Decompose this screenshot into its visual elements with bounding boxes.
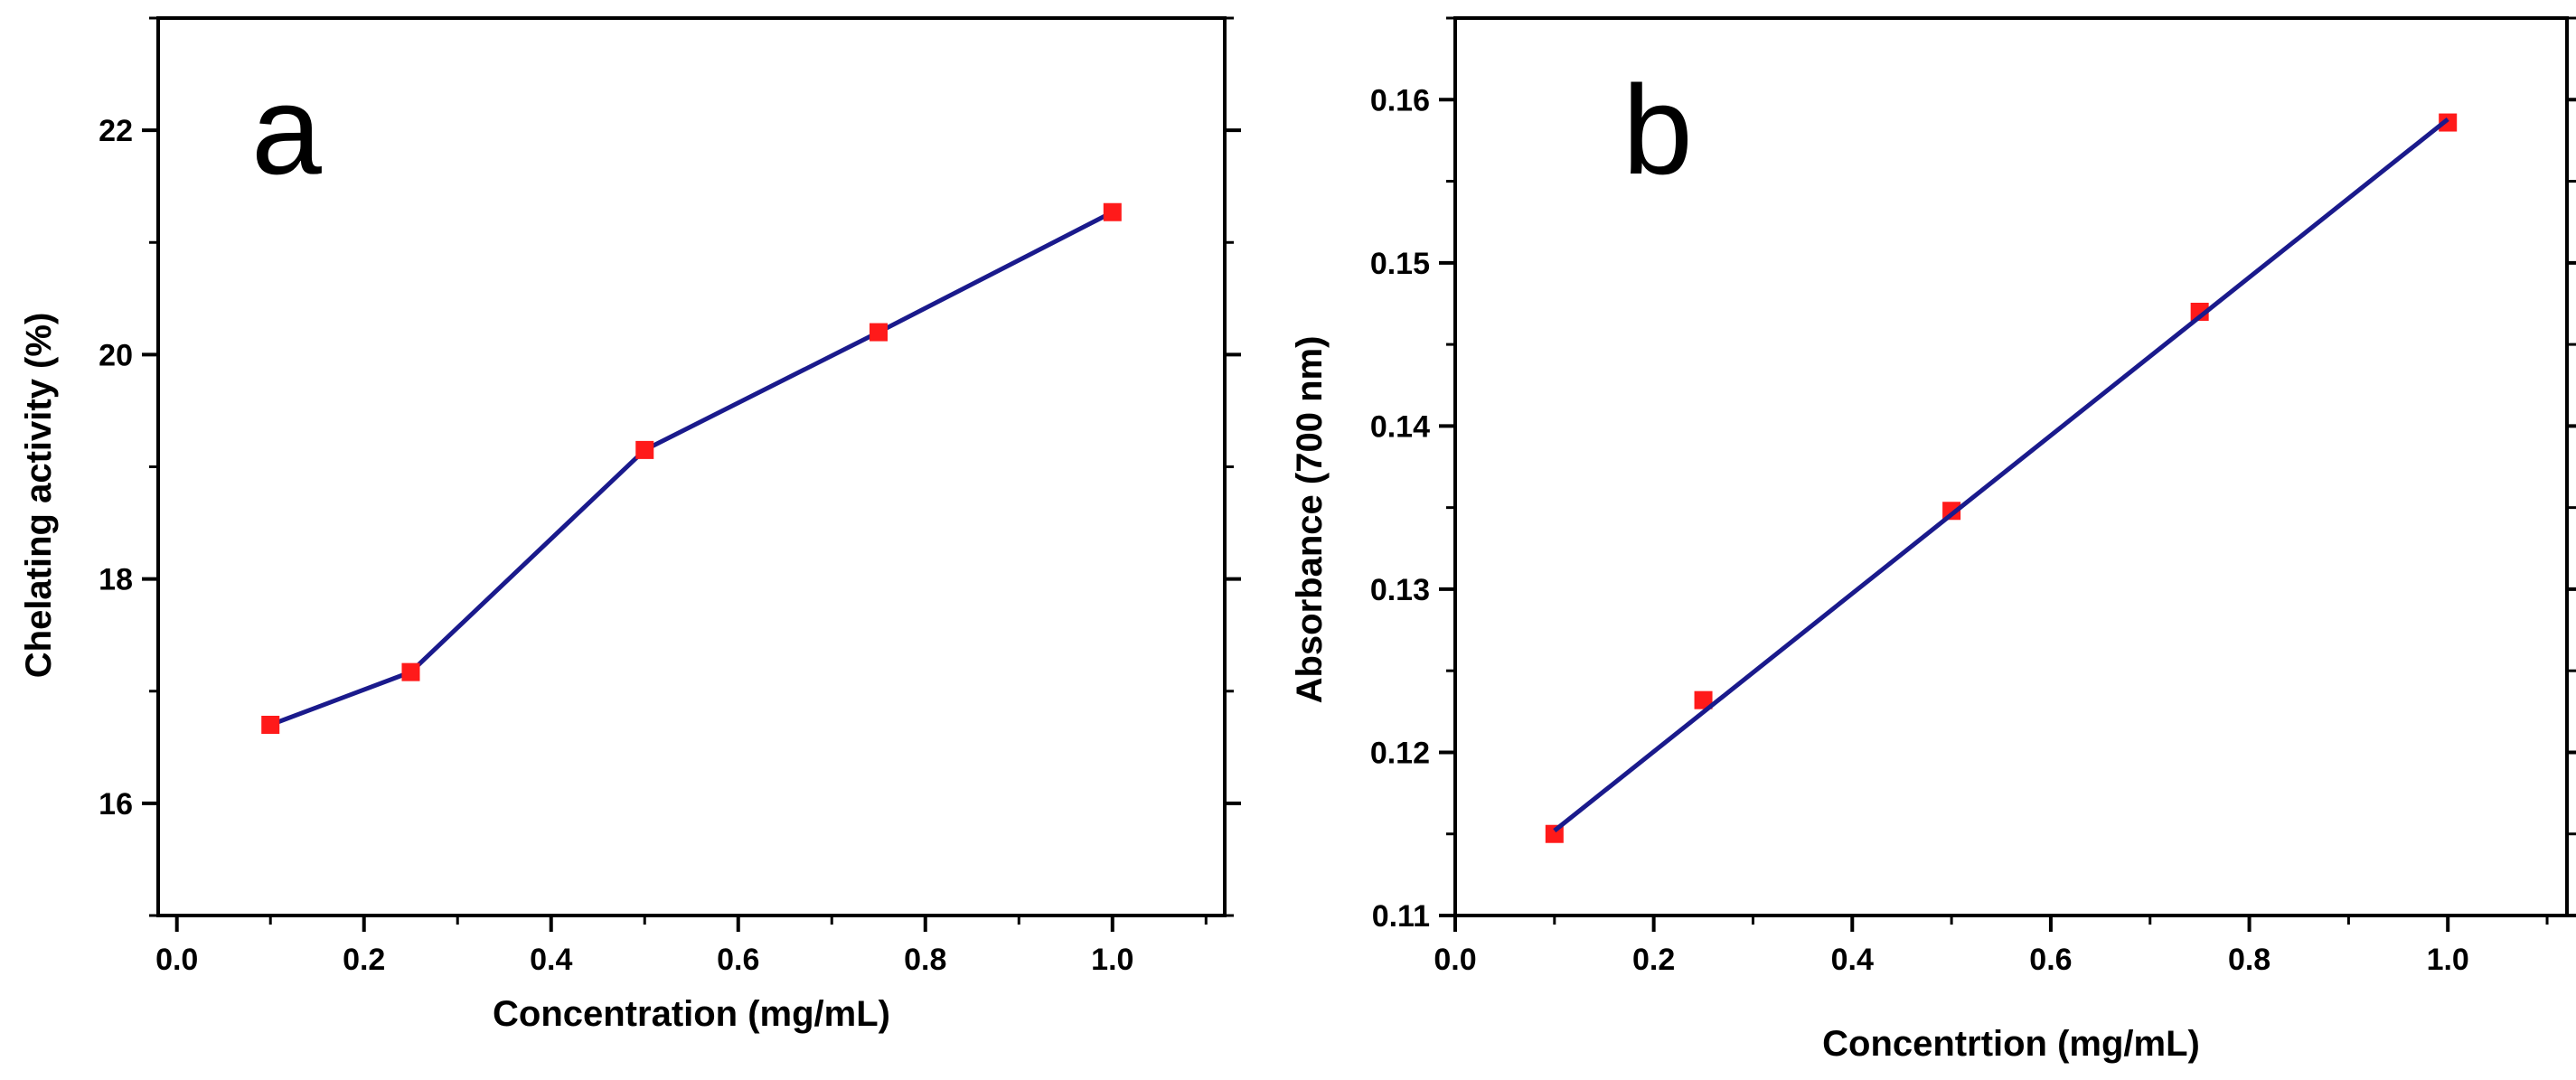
x-tick-label-a: 0.8	[904, 943, 946, 977]
y-tick-labels-b: 0.11 0.12 0.13 0.14 0.15 0.16	[1370, 83, 1430, 934]
x-tick-labels-a: 0.0 0.2 0.4 0.6 0.8 1.0	[155, 943, 1133, 977]
data-point-a	[1103, 202, 1122, 221]
x-tick-labels-b: 0.0 0.2 0.4 0.6 0.8 1.0	[1434, 943, 2468, 977]
x-tick-label-a: 0.2	[343, 943, 385, 977]
x-tick-label-a: 0.6	[717, 943, 759, 977]
y-tick-label-a: 16	[99, 787, 133, 822]
panel-label-a: a	[251, 59, 322, 201]
series-b	[1545, 113, 2458, 843]
y-tick-label-b: 0.12	[1370, 736, 1430, 770]
series-line-a	[269, 210, 1114, 728]
x-tick-label-b: 0.6	[2029, 943, 2072, 977]
data-point-a	[635, 440, 654, 459]
x-tick-label-b: 1.0	[2427, 943, 2469, 977]
ticks-b	[1439, 16, 2576, 932]
y-tick-label-a: 20	[99, 338, 133, 372]
x-tick-label-b: 0.2	[1632, 943, 1675, 977]
panel-a: 0.0 0.2 0.4 0.6 0.8 1.0 16 18 20 22 a Concentrat…	[19, 16, 1241, 1034]
data-point-a	[261, 715, 280, 734]
x-tick-label-b: 0.4	[1831, 943, 1874, 977]
data-point-b	[1694, 690, 1713, 709]
x-axis-title-b: Concentrtion (mg/mL)	[1822, 1024, 2200, 1064]
ticks-a	[142, 16, 1241, 932]
y-tick-label-b: 0.14	[1370, 409, 1430, 444]
x-axis-title-a: Concentration (mg/mL)	[493, 994, 890, 1034]
y-tick-label-b: 0.11	[1372, 899, 1430, 934]
x-tick-label-b: 0.0	[1434, 943, 1476, 977]
y-tick-label-b: 0.13	[1370, 573, 1430, 607]
panel-b: 0.0 0.2 0.4 0.6 0.8 1.0 0.110.120.130.140.150…	[1290, 16, 2576, 1064]
x-tick-label-a: 0.4	[530, 943, 572, 977]
data-point-a	[870, 323, 888, 342]
y-tick-label-a: 22	[99, 114, 133, 148]
y-tick-label-b: 0.16	[1370, 83, 1430, 117]
data-point-b	[2439, 113, 2458, 132]
y-axis-title-a: Chelating activity (%)	[19, 313, 59, 679]
x-tick-label-a: 0.0	[155, 943, 198, 977]
y-tick-label-a: 18	[99, 563, 133, 597]
y-tick-labels-a: 16 18 20 22	[99, 114, 133, 822]
x-tick-label-b: 0.8	[2228, 943, 2270, 977]
x-tick-label-a: 1.0	[1091, 943, 1133, 977]
panel-label-b: b	[1622, 59, 1693, 201]
y-axis-title-b: Absorbance (700 nm)	[1290, 336, 1330, 704]
data-point-b	[2190, 302, 2209, 321]
y-tick-label-b: 0.15	[1370, 247, 1430, 281]
data-point-a	[401, 662, 420, 681]
series-line-b	[1553, 117, 2449, 833]
series-a	[261, 202, 1122, 734]
plot-frame-b	[1453, 16, 2569, 917]
